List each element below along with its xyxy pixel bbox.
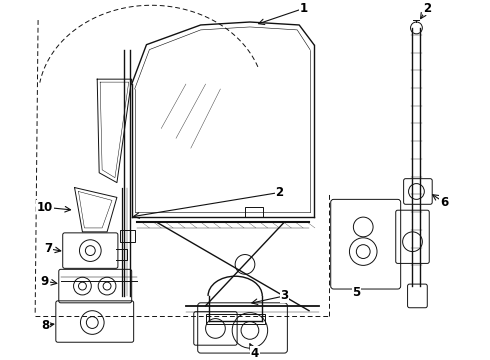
Text: 7: 7 xyxy=(44,242,52,255)
Bar xyxy=(120,230,135,242)
Text: 2: 2 xyxy=(423,2,431,15)
Text: 4: 4 xyxy=(251,347,259,360)
Text: 2: 2 xyxy=(275,186,284,199)
Bar xyxy=(206,314,265,324)
Bar xyxy=(245,207,263,217)
Text: 3: 3 xyxy=(280,289,289,302)
Text: 10: 10 xyxy=(37,201,53,214)
Text: 1: 1 xyxy=(300,2,308,15)
Text: 5: 5 xyxy=(352,287,361,300)
Text: 6: 6 xyxy=(440,196,448,209)
Text: 9: 9 xyxy=(41,275,49,288)
Text: 8: 8 xyxy=(41,319,49,332)
